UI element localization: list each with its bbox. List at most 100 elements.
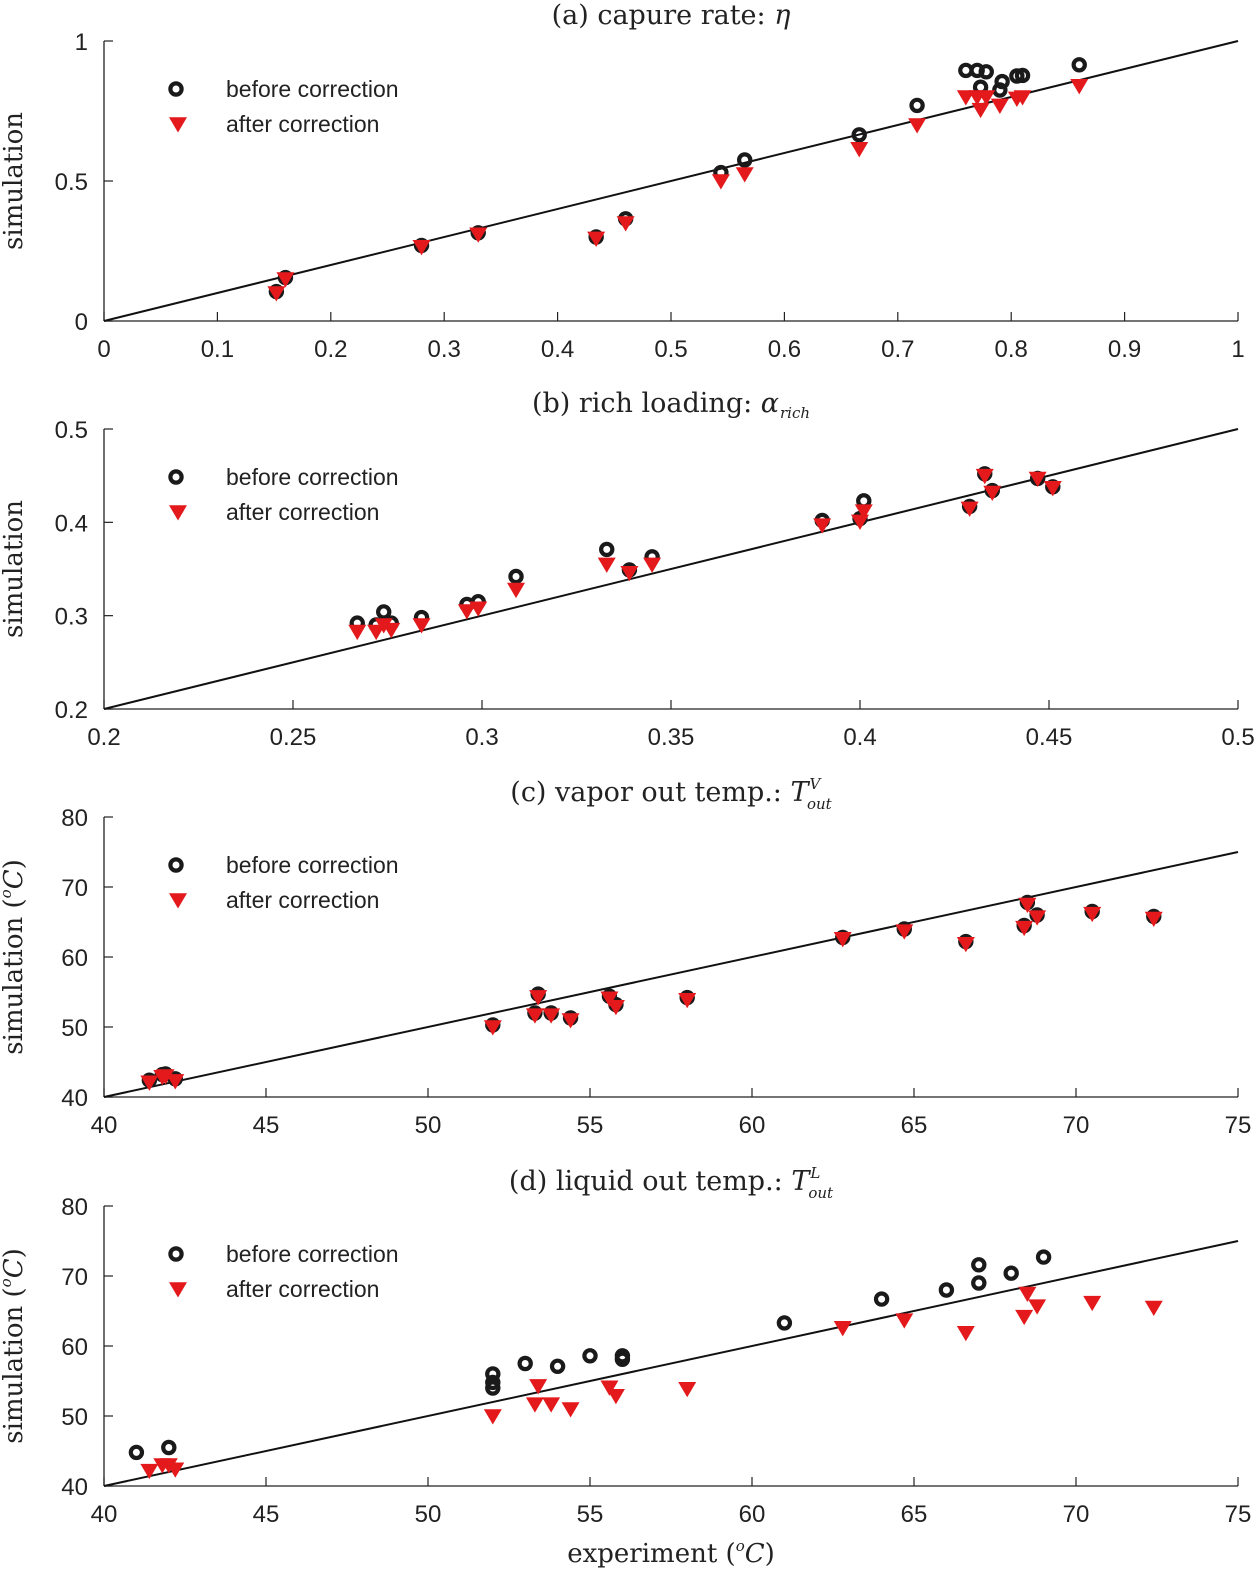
- point-after-correction: [587, 231, 606, 247]
- point-before-correction: [549, 1358, 566, 1375]
- point-after-correction: [276, 272, 295, 288]
- x-tick-label: 0.4: [843, 724, 876, 751]
- y-tick-label: 1: [75, 29, 88, 56]
- x-tick-label: 0.8: [995, 336, 1028, 363]
- point-after-correction: [267, 286, 286, 302]
- legend-label-after-correction: after correction: [226, 1276, 379, 1302]
- x-tick-label: 0.1: [201, 336, 234, 363]
- x-tick-label: 0.9: [1108, 336, 1141, 363]
- x-tick-label: 75: [1225, 1112, 1252, 1139]
- legend-marker-after-correction: [169, 117, 187, 133]
- point-after-correction: [483, 1409, 502, 1425]
- x-tick-label: 40: [91, 1112, 118, 1139]
- x-tick-label: 50: [415, 1112, 442, 1139]
- y-axis-label: simulation (oC): [0, 1248, 29, 1444]
- x-tick-label: 0.4: [541, 336, 574, 363]
- y-tick-label: 0.5: [55, 417, 88, 444]
- point-after-correction: [412, 618, 431, 634]
- x-axis-label: experiment (oC): [567, 1537, 775, 1569]
- legend: before correction after correction: [168, 464, 399, 525]
- point-before-correction: [485, 1374, 501, 1391]
- point-after-correction: [525, 1397, 544, 1413]
- point-before-correction: [485, 1366, 501, 1382]
- x-tick-label: 0.25: [270, 724, 317, 751]
- point-after-correction: [367, 624, 386, 641]
- y-tick-label: 70: [61, 1264, 88, 1291]
- point-after-correction: [1043, 481, 1062, 497]
- point-after-correction: [600, 1380, 619, 1396]
- point-after-correction: [606, 1388, 625, 1405]
- point-after-correction: [483, 1020, 502, 1036]
- point-after-correction: [597, 557, 616, 573]
- point-after-correction: [1015, 1309, 1034, 1326]
- point-after-correction: [1083, 906, 1102, 923]
- y-axis-label: simulation: [0, 500, 29, 638]
- point-after-correction: [156, 1069, 175, 1085]
- y-tick-label: 0.5: [55, 169, 88, 196]
- legend-label-before-correction: before correction: [226, 464, 399, 490]
- x-tick-label: 55: [577, 1501, 604, 1528]
- legend-marker-before-correction: [168, 1246, 184, 1262]
- x-tick-label: 60: [739, 1112, 766, 1139]
- point-after-correction: [374, 618, 393, 634]
- point-after-correction: [956, 936, 975, 953]
- point-after-correction: [735, 167, 754, 183]
- point-before-correction: [517, 1355, 533, 1372]
- point-after-correction: [542, 1008, 561, 1024]
- panel-b: (b) rich loading: αrich 0.2 0.25 0.3 0.35 0.4…: [0, 388, 1255, 751]
- point-before-correction: [1035, 1249, 1052, 1265]
- point-before-correction: [582, 1348, 598, 1364]
- point-after-correction: [1013, 90, 1032, 106]
- point-after-correction: [457, 604, 476, 620]
- point-after-correction: [895, 924, 914, 940]
- point-after-correction: [813, 518, 832, 534]
- x-tick-label: 70: [1063, 1112, 1090, 1139]
- panel-d: (d) liquid out temp.: TL out 40 45 50 55 60 65 7…: [0, 1164, 1251, 1569]
- panel-title: (d) liquid out temp.: TL out: [509, 1164, 834, 1202]
- point-after-correction: [1015, 920, 1034, 937]
- point-before-correction: [737, 152, 753, 168]
- x-tick-label: 1: [1231, 336, 1244, 363]
- point-after-correction: [140, 1075, 159, 1091]
- point-before-correction: [873, 1291, 890, 1307]
- x-tick-label: 50: [415, 1501, 442, 1528]
- point-after-correction: [1028, 471, 1047, 488]
- point-after-correction: [1144, 1300, 1163, 1317]
- point-after-correction: [600, 991, 619, 1007]
- point-after-correction: [616, 216, 635, 232]
- point-after-correction: [529, 990, 548, 1006]
- point-after-correction: [1070, 79, 1089, 95]
- y-tick-label: 0.2: [55, 697, 88, 724]
- y-tick-label: 50: [61, 1404, 88, 1431]
- point-before-correction: [971, 1257, 987, 1273]
- legend-label-after-correction: after correction: [226, 111, 379, 137]
- x-tick-label: 45: [253, 1501, 280, 1528]
- panel-title: (c) vapor out temp.: TV out: [510, 775, 832, 813]
- y-tick-label: 80: [61, 805, 88, 832]
- point-after-correction: [975, 468, 994, 485]
- point-after-correction: [166, 1462, 185, 1478]
- point-after-correction: [711, 174, 730, 190]
- point-before-correction: [994, 73, 1010, 90]
- legend-marker-after-correction: [169, 893, 187, 909]
- point-before-correction: [938, 1282, 955, 1298]
- point-before-correction: [776, 1315, 793, 1331]
- point-after-correction: [854, 504, 873, 520]
- point-after-correction: [956, 1325, 975, 1342]
- y-tick-label: 70: [61, 875, 88, 902]
- point-before-correction: [971, 1275, 987, 1291]
- y-tick-label: 0: [75, 309, 88, 336]
- point-before-correction: [376, 604, 392, 620]
- point-before-correction: [599, 541, 615, 558]
- point-after-correction: [833, 932, 852, 948]
- point-after-correction: [1028, 910, 1047, 926]
- x-tick-label: 0.35: [648, 724, 695, 751]
- x-tick-label: 70: [1063, 1501, 1090, 1528]
- point-after-correction: [983, 485, 1002, 502]
- point-after-correction: [1083, 1295, 1102, 1312]
- point-before-correction: [128, 1444, 145, 1461]
- point-after-correction: [561, 1013, 580, 1029]
- x-tick-label: 55: [577, 1112, 604, 1139]
- x-tick-label: 40: [91, 1501, 118, 1528]
- point-after-correction: [348, 624, 367, 641]
